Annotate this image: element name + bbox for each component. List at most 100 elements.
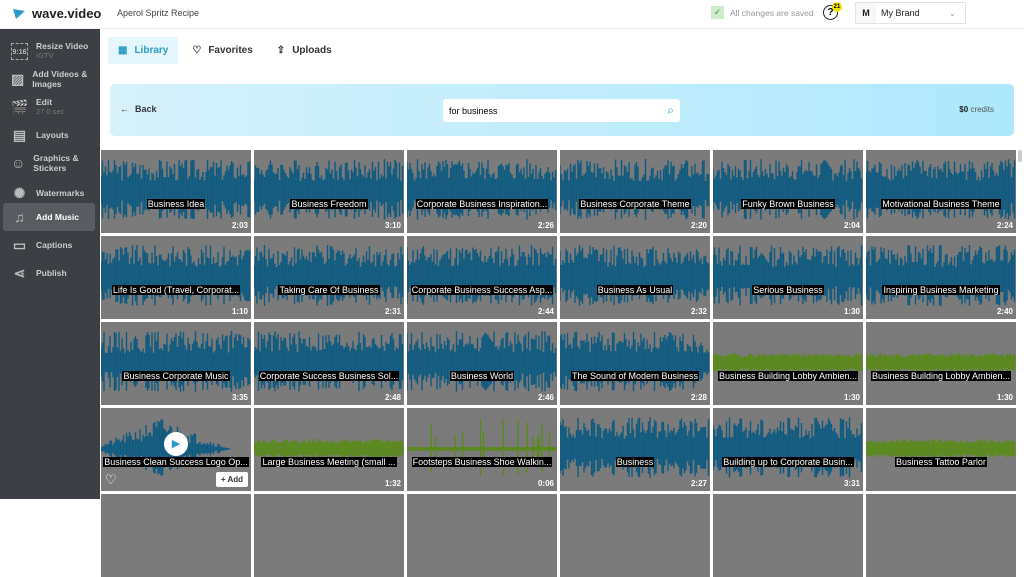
track-duration: 2:26 xyxy=(537,221,554,230)
search-input[interactable] xyxy=(449,105,668,116)
track-tile[interactable]: Large Business Meeting (small ... 1:32 xyxy=(254,408,404,491)
logo[interactable]: wave.video xyxy=(12,6,101,21)
track-title-wrap: Business xyxy=(560,454,710,472)
search-icon[interactable]: ⌕ xyxy=(667,103,674,117)
track-tile[interactable] xyxy=(713,494,863,577)
track-title: Large Business Meeting (small ... xyxy=(261,457,397,467)
track-title: Corporate Business Inspiration... xyxy=(415,199,549,209)
tab-library[interactable]: ▦ Library xyxy=(108,37,179,64)
track-duration: 2:40 xyxy=(996,307,1013,316)
project-title[interactable]: Aperol Spritz Recipe xyxy=(117,8,200,18)
track-duration: 1:30 xyxy=(843,393,860,402)
credits-amount: $0 xyxy=(959,105,969,114)
track-tile[interactable] xyxy=(866,494,1016,577)
music-icon: ♫ xyxy=(14,208,25,225)
track-tile[interactable]: Footsteps Business Shoe Walkin... 0:06 xyxy=(407,408,557,491)
track-duration: 2:28 xyxy=(690,393,707,402)
sublabel: 27.0 sec xyxy=(36,107,65,116)
save-status-text: All changes are saved xyxy=(730,7,814,18)
track-title: Business Building Lobby Ambien... xyxy=(870,371,1012,381)
track-title-wrap: Business Corporate Theme xyxy=(560,196,710,214)
play-icon[interactable]: ▶ xyxy=(164,432,188,456)
label: Add Videos & Images xyxy=(32,69,88,89)
sidebar-item-add-music[interactable]: ♫ Add Music xyxy=(3,203,95,231)
track-duration: 2:20 xyxy=(690,221,707,230)
waveform xyxy=(713,245,863,306)
heart-icon[interactable]: ♡ xyxy=(105,472,117,487)
clapper-icon: 🎬 xyxy=(11,98,29,115)
sidebar-item-graphics-stickers[interactable]: ☺ Graphics & Stickers xyxy=(3,149,95,177)
track-tile[interactable]: Business 2:27 xyxy=(560,408,710,491)
track-tile[interactable]: Business As Usual 2:32 xyxy=(560,236,710,319)
brand-select[interactable]: M My Brand ⌄ xyxy=(855,2,966,24)
track-tile[interactable]: Building up to Corporate Busin... 3:31 xyxy=(713,408,863,491)
sidebar-item-edit[interactable]: 🎬 Edit 27.0 sec xyxy=(3,93,95,121)
track-duration: 3:10 xyxy=(384,221,401,230)
label: Layouts xyxy=(36,130,69,140)
track-title-wrap: Business Building Lobby Ambien... xyxy=(866,368,1016,386)
track-tile[interactable]: Business Idea 2:03 xyxy=(101,150,251,233)
sidebar: 9:16 Resize Video IGTV ▨ Add Videos & Images… xyxy=(0,29,100,499)
track-title: Business World xyxy=(449,371,515,381)
waveform xyxy=(866,439,1016,458)
sidebar-item-label: Edit 27.0 sec xyxy=(36,97,64,117)
track-tile[interactable]: Corporate Business Success Asp... 2:44 xyxy=(407,236,557,319)
sidebar-item-layouts[interactable]: ▤ Layouts xyxy=(3,121,95,149)
track-tile[interactable]: Corporate Business Inspiration... 2:26 xyxy=(407,150,557,233)
track-tile[interactable]: Funky Brown Business 2:04 xyxy=(713,150,863,233)
sidebar-item-watermarks[interactable]: ✺ Watermarks xyxy=(3,179,95,207)
track-tile[interactable]: Corporate Success Business Sol... 2:48 xyxy=(254,322,404,405)
track-tile[interactable]: Business Building Lobby Ambien... 1:30 xyxy=(866,322,1016,405)
uploads-icon: ⇪ xyxy=(276,45,286,56)
track-tile[interactable] xyxy=(560,494,710,577)
tab-uploads[interactable]: ⇪ Uploads xyxy=(267,37,342,64)
sidebar-item-captions[interactable]: ▭ Captions xyxy=(3,231,95,259)
sidebar-item-publish[interactable]: ⋖ Publish xyxy=(3,259,95,287)
track-tile[interactable]: Business Freedom 3:10 xyxy=(254,150,404,233)
sidebar-item-resize-video[interactable]: 9:16 Resize Video IGTV xyxy=(3,37,95,65)
add-button[interactable]: + Add xyxy=(215,472,248,487)
logo-icon xyxy=(13,8,25,19)
tab-favorites[interactable]: ♡ Favorites xyxy=(182,37,262,64)
track-tile[interactable]: Business World 2:46 xyxy=(407,322,557,405)
library-tabs: ▦ Library ♡ Favorites ⇪ Uploads xyxy=(108,37,342,64)
sticker-icon: ☺ xyxy=(11,154,26,171)
track-tile[interactable]: Business Corporate Theme 2:20 xyxy=(560,150,710,233)
scrollbar[interactable] xyxy=(1018,150,1022,162)
captions-icon: ▭ xyxy=(12,236,27,253)
track-tile[interactable]: Taking Care Of Business 2:31 xyxy=(254,236,404,319)
track-tile[interactable]: The Sound of Modern Business 2:28 xyxy=(560,322,710,405)
image-icon: ▨ xyxy=(11,70,25,87)
waveform xyxy=(407,245,557,306)
sidebar-item-label: Add Videos & Images xyxy=(32,69,95,89)
track-tile[interactable] xyxy=(101,494,251,577)
track-tile[interactable]: Motivational Business Theme 2:24 xyxy=(866,150,1016,233)
waveform xyxy=(560,331,710,392)
track-tile[interactable] xyxy=(254,494,404,577)
track-tile[interactable] xyxy=(407,494,557,577)
tab-label: Library xyxy=(134,45,169,56)
waveform xyxy=(560,159,710,220)
sidebar-item-add-videos-images[interactable]: ▨ Add Videos & Images xyxy=(3,65,95,93)
help-icon[interactable]: ? xyxy=(823,5,838,20)
back-button[interactable]: ← Back xyxy=(120,104,157,114)
track-title: Business xyxy=(615,457,655,467)
track-duration: 1:32 xyxy=(384,479,401,488)
sidebar-item-label: Graphics & Stickers xyxy=(33,153,95,173)
label: Edit xyxy=(36,97,53,107)
track-tile[interactable]: Business Building Lobby Ambien... 1:30 xyxy=(713,322,863,405)
track-tile[interactable]: Inspiring Business Marketing 2:40 xyxy=(866,236,1016,319)
track-tile[interactable]: Business Tattoo Parlor xyxy=(866,408,1016,491)
track-tile[interactable]: Serious Business 1:30 xyxy=(713,236,863,319)
waveform xyxy=(866,245,1016,306)
label: Graphics & Stickers xyxy=(33,153,79,173)
track-title-wrap: Corporate Business Success Asp... xyxy=(407,282,557,300)
track-tile[interactable]: Business Clean Success Logo Op... ▶ ♡ + Add xyxy=(101,408,251,491)
track-tile[interactable]: Life Is Good (Travel, Corporat... 1:10 xyxy=(101,236,251,319)
track-title: Inspiring Business Marketing xyxy=(882,285,1000,295)
track-tile[interactable]: Business Corporate Music 3:35 xyxy=(101,322,251,405)
tab-label: Favorites xyxy=(208,45,253,56)
track-title-wrap: Funky Brown Business xyxy=(713,196,863,214)
track-duration: 3:31 xyxy=(843,479,860,488)
waveform xyxy=(713,159,863,220)
